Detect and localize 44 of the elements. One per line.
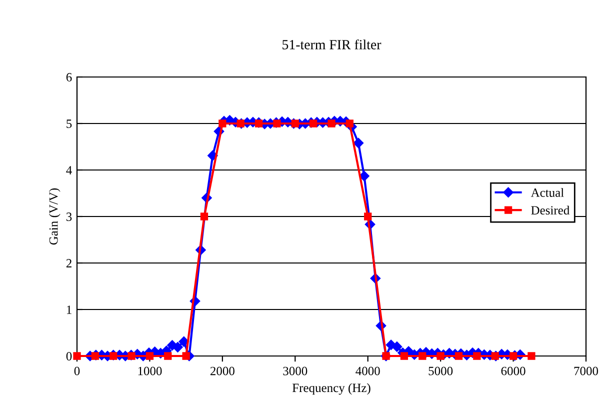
point (146, 352, 154, 360)
point (128, 352, 136, 360)
x-tick-label: 4000 (356, 366, 380, 376)
point (418, 352, 426, 360)
point (164, 352, 172, 360)
x-tick-label: 0 (74, 366, 80, 376)
point (310, 120, 318, 128)
point (528, 352, 536, 360)
point (364, 212, 372, 220)
point (182, 352, 190, 360)
legend-label: Desired (531, 206, 570, 215)
x-axis-title: Frequency (Hz) (292, 383, 370, 395)
point (254, 120, 263, 128)
point (473, 352, 481, 360)
x-tick-label: 5000 (428, 366, 453, 376)
chart-title: 51-term FIR filter (282, 39, 382, 50)
point (454, 352, 463, 360)
point (236, 120, 244, 128)
x-tick-label: 2000 (210, 366, 234, 376)
point (436, 352, 444, 360)
y-tick-label: 2 (66, 259, 72, 268)
legend-label: Actual (530, 188, 564, 197)
point (91, 352, 99, 360)
y-tick-label: 5 (66, 120, 72, 128)
y-tick-label: 4 (66, 166, 72, 174)
y-tick-label: 1 (66, 306, 72, 314)
point (218, 120, 226, 128)
point (328, 120, 336, 128)
x-tick-label: 3000 (283, 366, 308, 376)
y-tick-label: 6 (66, 73, 72, 82)
y-tick-label: 3 (66, 212, 72, 221)
y-axis-title: Gain (V/V) (48, 188, 60, 245)
x-tick-label: 7000 (574, 366, 598, 376)
x-tick-label: 6000 (501, 366, 526, 376)
x-tick-label: 1000 (138, 366, 162, 376)
y-tick-label: 0 (66, 352, 72, 360)
point (400, 352, 408, 360)
point (110, 352, 118, 360)
point (491, 352, 499, 360)
point (346, 120, 354, 128)
point (509, 352, 518, 360)
point (291, 120, 299, 128)
point (200, 212, 208, 220)
point (273, 120, 281, 128)
